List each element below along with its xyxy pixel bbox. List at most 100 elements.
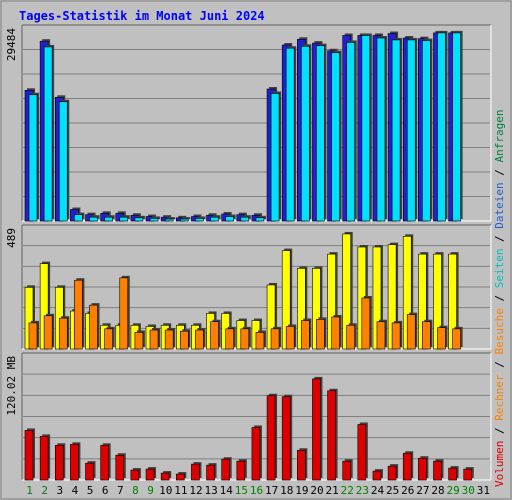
x-label-day-21: 21	[326, 484, 339, 497]
bar-besuche-day-15	[240, 328, 250, 350]
bar-volumen-day-29	[448, 467, 457, 481]
x-label-day-1: 1	[26, 484, 33, 497]
bar-dateien-day-29	[452, 32, 461, 222]
bar-dateien-day-13	[210, 216, 219, 222]
legend-volumen: Volumen	[493, 441, 506, 487]
chart-legend: Volumen / Rechner / Besuche / Seiten / D…	[493, 109, 506, 487]
bar-besuche-day-16	[255, 332, 265, 350]
bar-volumen-day-21	[327, 390, 336, 481]
bar-volumen-day-8	[130, 469, 140, 481]
y-max-label: 489	[5, 228, 18, 248]
bar-dateien-day-23	[361, 35, 371, 222]
bar-besuche-day-19	[301, 320, 310, 350]
bar-besuche-day-21	[331, 316, 340, 350]
bar-volumen-day-3	[54, 444, 64, 481]
bar-besuche-day-18	[285, 326, 295, 350]
x-label-day-20: 20	[310, 484, 323, 497]
chart-panels: 29484 489 120.02 MB	[5, 24, 492, 481]
x-label-day-25: 25	[386, 484, 399, 497]
x-label-day-19: 19	[295, 484, 308, 497]
bar-shadow	[136, 215, 145, 219]
x-label-day-14: 14	[220, 484, 234, 497]
bar-volumen-day-30	[463, 468, 473, 481]
bar-volumen-day-18	[281, 396, 291, 481]
x-label-day-10: 10	[159, 484, 172, 497]
series-volumen	[24, 376, 474, 481]
x-label-day-3: 3	[57, 484, 64, 497]
bar-dateien-day-27	[422, 40, 431, 222]
legend-separator: /	[493, 169, 506, 182]
bar-besuche-day-8	[134, 332, 144, 350]
x-label-day-5: 5	[87, 484, 94, 497]
bar-volumen-day-27	[418, 457, 427, 481]
bar-dateien-day-15	[240, 216, 250, 222]
x-label-day-31: 31	[477, 484, 490, 497]
bar-dateien-day-10	[164, 218, 174, 222]
x-label-day-26: 26	[401, 484, 414, 497]
x-label-day-9: 9	[147, 484, 154, 497]
bar-besuche-day-3	[58, 317, 68, 350]
x-label-day-27: 27	[416, 484, 429, 497]
bar-dateien-day-22	[346, 42, 356, 222]
bar-besuche-day-20	[316, 319, 325, 350]
x-label-day-29: 29	[447, 484, 460, 497]
y-max-label: 29484	[5, 28, 18, 61]
x-label-day-12: 12	[189, 484, 202, 497]
legend-seiten: Seiten	[493, 249, 506, 295]
x-label-day-4: 4	[72, 484, 79, 497]
bar-volumen-day-28	[433, 460, 442, 481]
legend-dateien: Dateien	[493, 182, 506, 235]
panel-visits: 489	[5, 224, 492, 350]
legend-separator: /	[493, 361, 506, 374]
bar-besuche-day-17	[270, 328, 280, 350]
bar-dateien-day-24	[376, 37, 386, 222]
bar-volumen-day-4	[70, 444, 79, 481]
bar-dateien-day-4	[74, 214, 83, 222]
bar-volumen-day-6	[100, 444, 109, 481]
bar-volumen-day-19	[297, 449, 306, 481]
bar-volumen-day-22	[342, 460, 352, 481]
bar-dateien-day-21	[331, 52, 340, 222]
bar-besuche-day-7	[119, 277, 129, 350]
bar-volumen-day-20	[312, 378, 321, 481]
x-label-day-30: 30	[462, 484, 475, 497]
x-label-day-11: 11	[174, 484, 187, 497]
bar-dateien-day-2	[43, 46, 53, 222]
legend-separator: /	[493, 235, 506, 248]
x-label-day-18: 18	[280, 484, 293, 497]
x-label-day-16: 16	[250, 484, 263, 497]
legend-besuche: Besuche	[493, 308, 506, 361]
bar-dateien-day-1	[28, 94, 38, 222]
bar-besuche-day-26	[406, 314, 416, 350]
legend-anfragen: Anfragen	[493, 109, 506, 169]
bar-volumen-day-14	[221, 458, 230, 481]
x-label-day-17: 17	[265, 484, 278, 497]
x-label-day-23: 23	[356, 484, 369, 497]
bar-dateien-day-5	[89, 216, 98, 222]
bar-shadow	[182, 217, 191, 219]
bar-dateien-day-14	[225, 216, 234, 222]
bar-besuche-day-29	[452, 328, 461, 350]
chart-title: Tages-Statistik im Monat Juni 2024	[19, 9, 265, 23]
bar-besuche-day-10	[164, 329, 174, 350]
bar-volumen-day-26	[402, 452, 412, 481]
bar-besuche-day-24	[376, 321, 386, 350]
panel-requests: 29484	[5, 24, 492, 222]
bar-volumen-day-13	[206, 464, 215, 481]
bar-volumen-day-5	[85, 462, 94, 481]
bar-volumen-day-11	[175, 473, 185, 481]
bar-volumen-day-16	[251, 427, 261, 481]
bar-shadow	[197, 216, 206, 219]
bar-besuche-day-5	[89, 304, 98, 350]
bar-volumen-day-2	[39, 436, 49, 481]
bar-besuche-day-23	[361, 297, 371, 350]
bar-besuche-day-11	[179, 330, 189, 350]
bar-dateien-day-18	[285, 47, 295, 222]
x-axis-labels: 1 2 3 4 5 6 7 8 9 10 11 12 13 14 15 16 17 18 19 20 21 22 23 24 2…	[26, 484, 490, 497]
bar-dateien-day-12	[195, 218, 204, 222]
bar-volumen-day-25	[387, 465, 397, 481]
bar-dateien-day-19	[301, 45, 310, 222]
bar-dateien-day-7	[119, 216, 129, 222]
